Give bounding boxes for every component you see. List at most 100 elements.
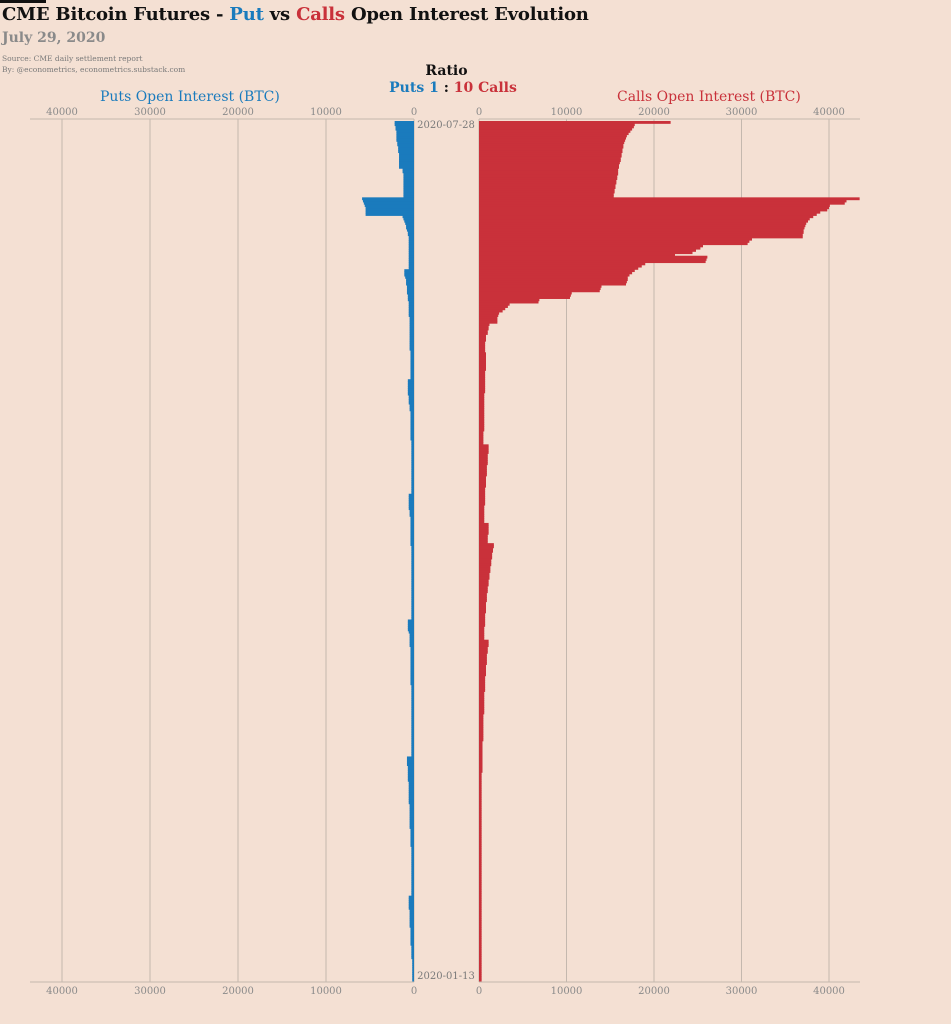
puts-bar bbox=[406, 763, 414, 767]
calls-bar bbox=[479, 606, 486, 609]
calls-bar bbox=[479, 716, 484, 719]
calls-bar bbox=[479, 731, 484, 735]
calls-bar bbox=[479, 370, 486, 374]
calls-bar bbox=[479, 725, 484, 728]
calls-bar bbox=[479, 686, 486, 690]
calls-bar bbox=[479, 630, 485, 634]
calls-bar bbox=[479, 574, 490, 578]
gridlines bbox=[61, 119, 830, 982]
puts-bar bbox=[411, 749, 414, 753]
puts-bar bbox=[411, 722, 414, 726]
puts-bar bbox=[410, 655, 414, 659]
calls-bar bbox=[479, 208, 828, 212]
calls-bar bbox=[479, 325, 489, 329]
calls-bar bbox=[479, 363, 486, 367]
calls-bar bbox=[479, 134, 627, 138]
calls-bar bbox=[479, 341, 486, 344]
calls-bar bbox=[479, 154, 622, 158]
calls-bar bbox=[479, 646, 488, 650]
puts-bar bbox=[407, 392, 414, 396]
puts-bar bbox=[396, 129, 414, 133]
calls-bar bbox=[479, 428, 485, 432]
puts-bar bbox=[409, 911, 414, 915]
puts-bar bbox=[411, 460, 414, 463]
puts-bar bbox=[410, 527, 414, 531]
calls-bar bbox=[479, 911, 482, 915]
puts-bar bbox=[409, 408, 414, 412]
calls-bar bbox=[479, 727, 484, 731]
calls-bar bbox=[479, 749, 483, 753]
calls-bar bbox=[479, 817, 482, 820]
puts-bar bbox=[365, 206, 414, 210]
calls-bar bbox=[479, 206, 829, 210]
calls-bar bbox=[479, 487, 486, 490]
calls-bar bbox=[479, 835, 482, 838]
calls-bar bbox=[479, 275, 628, 279]
calls-bar bbox=[479, 219, 808, 223]
calls-bar bbox=[479, 637, 485, 641]
calls-bar bbox=[479, 507, 485, 511]
puts-bar bbox=[408, 906, 414, 910]
calls-bar bbox=[479, 356, 486, 360]
calls-bar bbox=[479, 516, 485, 520]
puts-bar bbox=[411, 736, 414, 740]
puts-bar bbox=[411, 707, 414, 710]
calls-bar bbox=[479, 664, 486, 668]
puts-bar bbox=[410, 543, 414, 546]
puts-bar bbox=[407, 381, 414, 385]
puts-bar bbox=[410, 671, 414, 674]
calls-bar bbox=[479, 284, 602, 288]
puts-bar bbox=[410, 363, 414, 367]
calls-bar bbox=[479, 460, 488, 463]
puts-bar bbox=[406, 226, 414, 230]
calls-tick-label: 40000 bbox=[813, 107, 845, 118]
calls-bar bbox=[479, 359, 486, 362]
calls-bar bbox=[479, 592, 487, 596]
puts-bar bbox=[411, 588, 414, 591]
puts-bar bbox=[411, 612, 414, 616]
calls-bar bbox=[479, 758, 483, 762]
puts-bar bbox=[411, 579, 414, 582]
puts-bar bbox=[407, 385, 414, 389]
calls-bar bbox=[479, 590, 488, 594]
calls-bar bbox=[479, 623, 486, 627]
calls-bar bbox=[479, 709, 485, 713]
calls-bar bbox=[479, 603, 486, 607]
calls-bar bbox=[479, 143, 624, 147]
calls-bar bbox=[479, 579, 489, 582]
puts-bar bbox=[408, 300, 414, 304]
chart-title: CME Bitcoin Futures - Put vs Calls Open … bbox=[2, 4, 589, 25]
puts-bar bbox=[409, 509, 414, 513]
puts-bar bbox=[412, 976, 414, 980]
puts-bar bbox=[409, 915, 414, 919]
puts-bar bbox=[411, 853, 414, 856]
calls-bar bbox=[479, 888, 482, 892]
puts-tick-label: 40000 bbox=[46, 107, 78, 118]
puts-bar bbox=[411, 695, 414, 699]
calls-bar bbox=[479, 172, 619, 176]
puts-bar bbox=[410, 419, 414, 423]
puts-bar bbox=[411, 545, 414, 549]
calls-bar bbox=[479, 213, 817, 216]
puts-bar bbox=[410, 682, 414, 686]
puts-bar bbox=[411, 563, 414, 567]
calls-bar bbox=[479, 965, 482, 969]
puts-bar bbox=[411, 684, 414, 688]
calls-bar bbox=[479, 767, 483, 771]
puts-bar bbox=[411, 464, 414, 468]
calls-bar bbox=[479, 601, 486, 605]
ratio-puts: Puts 1 bbox=[389, 80, 439, 96]
calls-bar bbox=[479, 614, 486, 618]
calls-bar bbox=[479, 406, 485, 410]
calls-bar bbox=[479, 942, 482, 946]
puts-bar bbox=[408, 799, 414, 802]
puts-bar bbox=[410, 940, 414, 944]
calls-bar bbox=[479, 891, 482, 895]
puts-bar bbox=[402, 170, 414, 174]
puts-bar bbox=[410, 417, 414, 421]
calls-bar bbox=[479, 855, 482, 859]
calls-bar bbox=[479, 282, 626, 286]
calls-tick-label: 0 bbox=[476, 107, 482, 118]
calls-bar bbox=[479, 273, 630, 277]
puts-bar bbox=[407, 628, 414, 632]
